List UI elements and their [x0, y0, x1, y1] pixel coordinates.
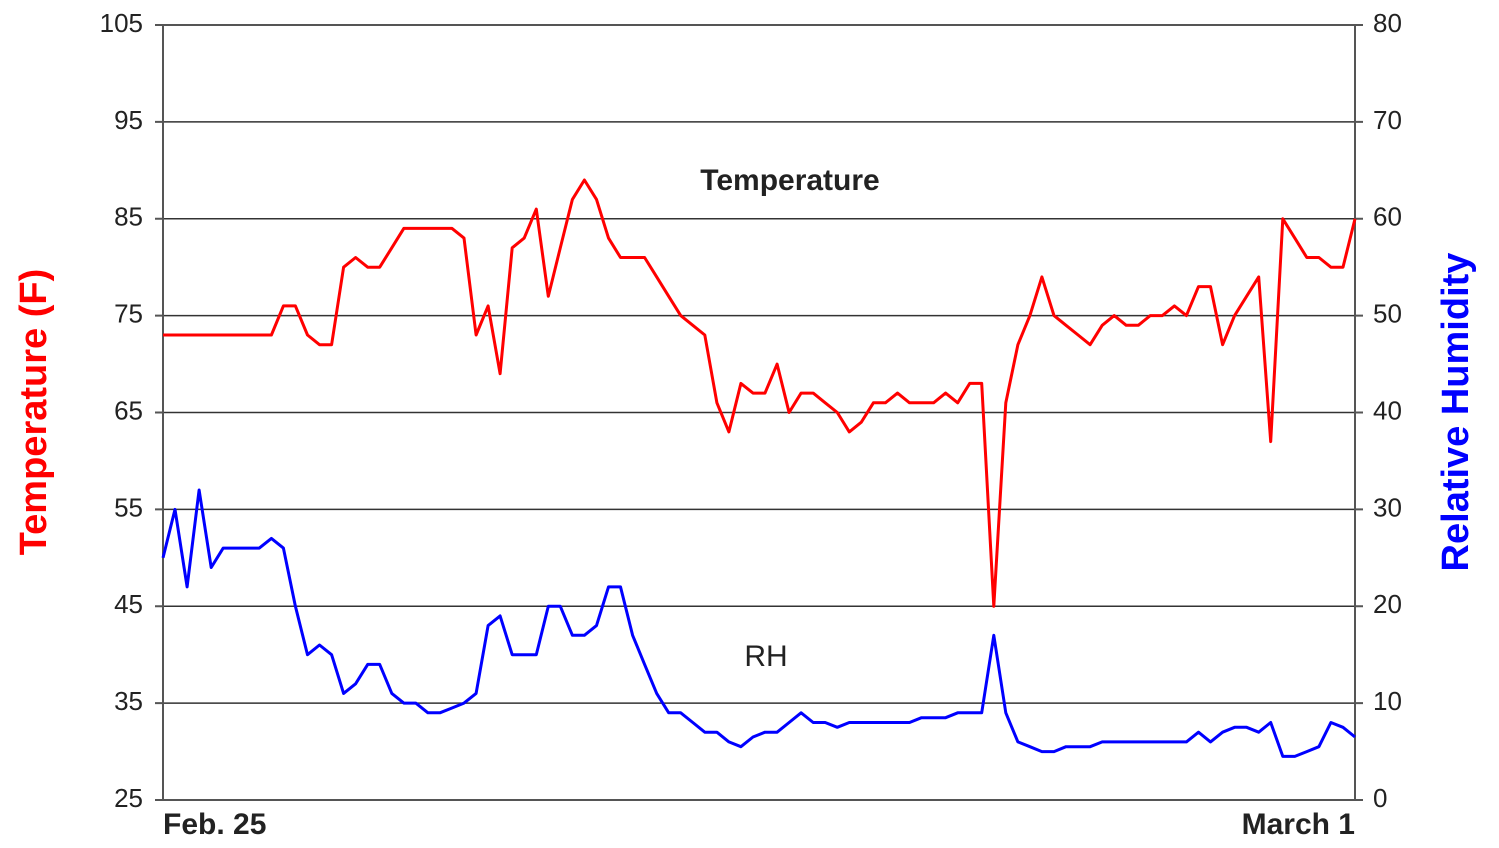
- y-tick-label: 35: [114, 686, 143, 716]
- data-line: [163, 178, 1357, 608]
- y-tick-label: 85: [114, 202, 143, 232]
- annotation: RH: [744, 640, 787, 673]
- y-axis-label: Temperature (F): [13, 269, 55, 555]
- y-tick-label: 95: [114, 105, 143, 135]
- x-tick-label: Feb. 25: [163, 808, 266, 841]
- y2-tick-label: 50: [1373, 299, 1402, 329]
- data-line: [161, 488, 1356, 758]
- y2-tick-label: 70: [1373, 105, 1402, 135]
- y2-axis-label: Relative Humidity: [1435, 253, 1477, 572]
- y2-tick-label: 40: [1373, 395, 1402, 425]
- x-tick-label: March 1: [1242, 808, 1355, 841]
- y-tick-label: 105: [100, 8, 143, 38]
- y-tick-label: 45: [114, 589, 143, 619]
- y2-tick-label: 30: [1373, 492, 1402, 522]
- y2-tick-label: 0: [1373, 783, 1387, 813]
- y-tick-label: 75: [114, 299, 143, 329]
- y-tick-label: 25: [114, 783, 143, 813]
- y-tick-label: 65: [114, 395, 143, 425]
- y2-tick-label: 10: [1373, 686, 1402, 716]
- y2-tick-label: 20: [1373, 589, 1402, 619]
- annotation: Temperature: [700, 164, 880, 197]
- y-tick-label: 55: [114, 492, 143, 522]
- y2-tick-label: 80: [1373, 8, 1402, 38]
- y2-tick-label: 60: [1373, 202, 1402, 232]
